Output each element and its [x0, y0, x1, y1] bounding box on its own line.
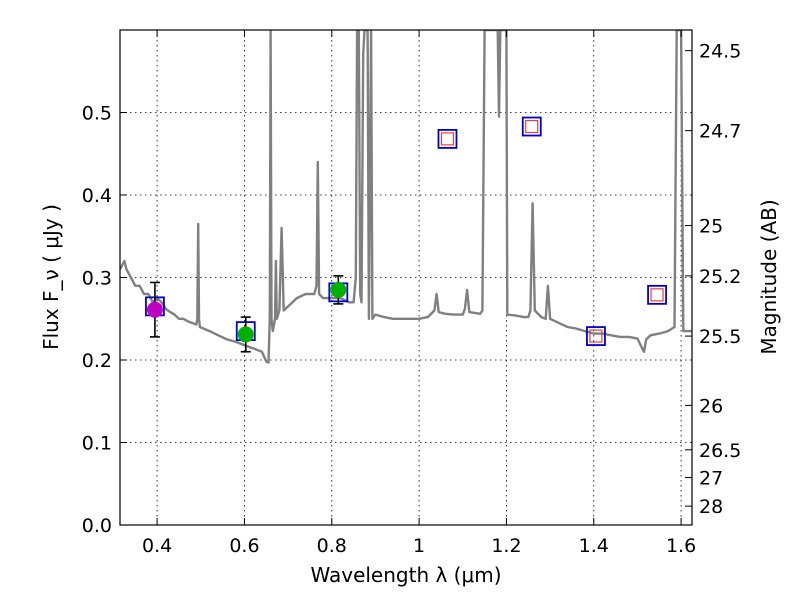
y-axis-label: Flux F_ν ( μJy ) [39, 204, 63, 350]
photometry-markers [145, 116, 667, 353]
plot-area [120, 30, 692, 364]
right-tick-label: 28 [699, 496, 723, 518]
y-tick-label: 0.1 [82, 433, 112, 455]
x-axis-label: Wavelength λ (μm) [310, 563, 501, 587]
model-photometry-square [647, 284, 667, 305]
right-tick-label: 26.5 [699, 440, 741, 462]
grid-layer [120, 30, 692, 525]
model-photometry-square [437, 128, 458, 149]
right-tick-label: 24.5 [699, 41, 741, 63]
y-tick-label: 0.4 [82, 185, 112, 207]
y-tick-label: 0.3 [82, 268, 112, 290]
right-tick-label: 24.7 [699, 121, 741, 143]
x-tick-label: 1.6 [666, 535, 696, 557]
right-tick-label: 25 [699, 216, 723, 238]
x-tick-label: 1.2 [491, 535, 521, 557]
y-axis-ticks: 0.0 0.1 0.2 0.3 0.4 0.5 [82, 103, 127, 537]
y-tick-label: 0.2 [82, 350, 112, 372]
upper-limit-square [525, 119, 539, 134]
x-tick-label: 1 [413, 535, 425, 557]
x-tick-label: 0.4 [142, 535, 172, 557]
observed-flux-point [330, 281, 347, 298]
right-tick-label: 25.5 [699, 326, 741, 348]
right-tick-label: 25.2 [699, 266, 741, 288]
x-tick-label: 0.8 [317, 535, 347, 557]
observed-flux-point [237, 326, 254, 343]
y-tick-label: 0.5 [82, 103, 112, 125]
model-spectrum-line [120, 30, 692, 364]
y-tick-label: 0.0 [82, 515, 112, 537]
upper-limit-square [589, 329, 603, 343]
x-axis-ticks: 0.4 0.6 0.8 1 1.2 1.4 1.6 [142, 30, 696, 557]
observed-flux-point [146, 301, 163, 318]
upper-limit-square [650, 288, 664, 302]
right-tick-label: 26 [699, 395, 723, 417]
x-tick-label: 0.6 [229, 535, 259, 557]
upper-limit-square [440, 132, 455, 146]
right-tick-label: 27 [699, 468, 723, 490]
right-axis-label: Magnitude (AB) [757, 199, 781, 354]
right-axis-ticks: 24.5 24.7 25 25.2 25.5 26 26.5 27 28 [685, 41, 741, 518]
x-tick-label: 1.4 [579, 535, 609, 557]
model-photometry-square [586, 326, 606, 346]
model-photometry-square [521, 116, 542, 137]
